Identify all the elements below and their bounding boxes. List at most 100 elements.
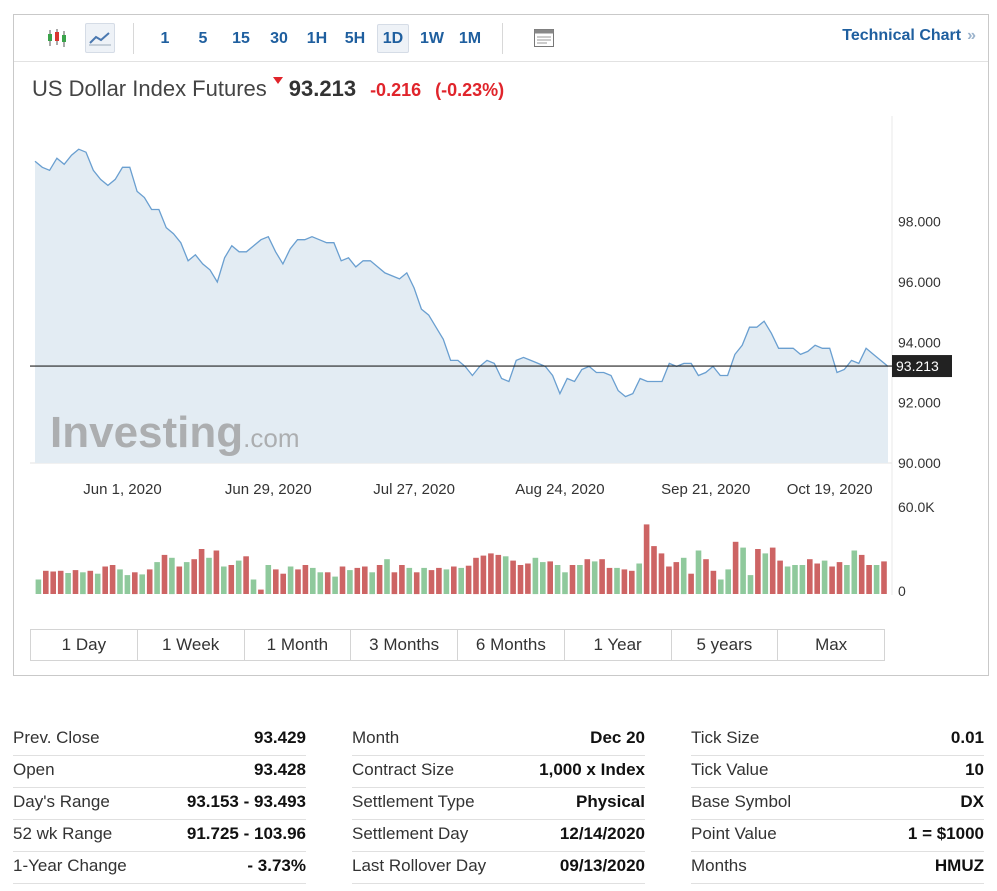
volume-bar: [866, 565, 872, 594]
stat-label: Point Value: [691, 824, 777, 843]
volume-tick-label: 60.0K: [898, 499, 935, 515]
volume-bar: [287, 566, 294, 594]
range-button-6-months[interactable]: 6 Months: [458, 630, 565, 660]
stat-label: 52 wk Range: [13, 824, 113, 843]
range-button-5-years[interactable]: 5 years: [671, 630, 779, 660]
volume-bar: [191, 559, 197, 594]
x-tick-label: Oct 19, 2020: [787, 481, 873, 498]
chart-panel: 1 5 15 30 1H 5H 1D 1W 1M Technical Chart…: [13, 14, 989, 676]
stat-value: 93.429: [254, 728, 306, 747]
volume-bar: [488, 553, 494, 594]
range-button-1-week[interactable]: 1 Week: [137, 630, 245, 660]
volume-bar: [198, 549, 205, 594]
price-area: [35, 149, 888, 463]
volume-bar: [310, 567, 316, 594]
stat-value: DX: [960, 792, 984, 811]
volume-bar: [769, 547, 776, 594]
price-chart[interactable]: Investing.com 98.000 96.000 94.000 92.000 90.…: [14, 15, 988, 625]
stat-label: Tick Size: [691, 728, 760, 747]
volume-bar: [658, 553, 665, 594]
volume-bar: [376, 565, 383, 594]
volume-bar: [436, 567, 442, 594]
volume-bar: [621, 569, 628, 594]
timeframe-1m[interactable]: 1M: [458, 30, 482, 47]
timeframe-1h[interactable]: 1H: [306, 30, 328, 47]
volume-bar: [732, 541, 739, 594]
volume-bar: [413, 572, 420, 595]
candlestick-icon[interactable]: [42, 23, 72, 53]
stat-row: Settlement Type Physical: [352, 788, 645, 820]
stat-row: Prev. Close 93.429: [13, 724, 306, 756]
timeframe-1d[interactable]: 1D: [377, 24, 409, 53]
stat-value: 1,000 x Index: [539, 760, 645, 779]
stat-value: HMUZ: [934, 856, 984, 875]
volume-bar: [57, 570, 64, 594]
volume-bar: [532, 557, 539, 595]
volume-bar: [384, 559, 390, 594]
volume-bar: [369, 572, 375, 595]
volume-bar: [740, 547, 746, 594]
volume-bar: [614, 567, 620, 594]
last-price-tag: [892, 355, 952, 378]
volume-bar: [43, 570, 49, 594]
volume-bar: [762, 553, 769, 594]
stat-label: Contract Size: [352, 760, 455, 779]
volume-bar: [881, 561, 887, 594]
stat-value: 93.153 - 93.493: [186, 792, 306, 811]
volume-bar: [777, 560, 783, 594]
volume-bar: [480, 555, 487, 594]
volume-bar: [680, 557, 687, 595]
stat-row: Last Rollover Day 09/13/2020: [352, 852, 645, 884]
stat-row: 52 wk Range 91.725 - 103.96: [13, 820, 306, 852]
volume-bar: [695, 550, 702, 594]
volume-bar: [35, 579, 42, 594]
x-tick-label: Jul 27, 2020: [373, 481, 455, 498]
volume-bar: [710, 570, 717, 594]
stat-value: 93.428: [254, 760, 306, 779]
volume-bar: [688, 573, 694, 594]
timeframe-5[interactable]: 5: [198, 30, 208, 47]
volume-bar: [851, 550, 858, 594]
volume-bar: [584, 559, 591, 594]
timeframe-30[interactable]: 30: [270, 30, 288, 47]
volume-bar: [569, 565, 576, 594]
volume-bar: [265, 565, 272, 594]
volume-bar: [606, 567, 613, 594]
timeframe-1w[interactable]: 1W: [420, 30, 444, 47]
stat-row: Month Dec 20: [352, 724, 645, 756]
volume-bar: [258, 589, 264, 594]
stat-row: Months HMUZ: [691, 852, 984, 884]
volume-bar: [473, 557, 479, 595]
stat-row: Settlement Day 12/14/2020: [352, 820, 645, 852]
volume-bar: [510, 560, 516, 594]
volume-bar: [465, 565, 472, 594]
layout-icon[interactable]: [529, 23, 559, 53]
volume-bar: [87, 570, 94, 594]
range-button-1-year[interactable]: 1 Year: [564, 630, 672, 660]
volume-bar: [243, 556, 249, 594]
stat-label: Months: [691, 856, 747, 875]
volume-bar: [666, 566, 672, 594]
volume-bar: [228, 565, 235, 594]
stat-value: Dec 20: [590, 728, 645, 747]
range-button-1-day[interactable]: 1 Day: [31, 630, 138, 660]
timeframe-5h[interactable]: 5H: [344, 30, 366, 47]
timeframe-1[interactable]: 1: [160, 30, 170, 47]
stat-row: Base Symbol DX: [691, 788, 984, 820]
range-button-1-month[interactable]: 1 Month: [244, 630, 352, 660]
volume-bar: [295, 569, 301, 594]
range-button-3-months[interactable]: 3 Months: [351, 630, 458, 660]
volume-bar: [183, 562, 190, 594]
volume-bar: [799, 565, 806, 594]
volume-bar: [213, 550, 220, 594]
price-change: -0.216: [370, 80, 422, 100]
volume-bar: [235, 560, 242, 594]
range-button-max[interactable]: Max: [778, 630, 884, 660]
timeframe-15[interactable]: 15: [232, 30, 250, 47]
volume-bar: [421, 567, 427, 594]
volume-bar: [836, 562, 843, 594]
volume-bar: [673, 562, 680, 594]
x-tick-label: Jun 29, 2020: [225, 481, 312, 498]
line-chart-icon[interactable]: [85, 23, 115, 53]
technical-chart-link[interactable]: Technical Chart »: [842, 27, 976, 45]
